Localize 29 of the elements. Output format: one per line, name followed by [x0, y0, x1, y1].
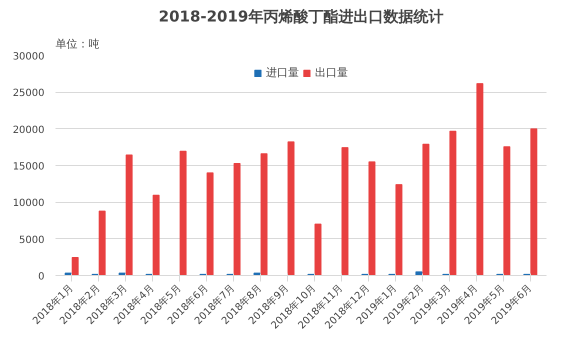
bar [314, 224, 322, 276]
bar [98, 210, 106, 276]
y-axis-title: 单位：吨 [56, 38, 100, 50]
bar [126, 154, 133, 276]
y-tick-label: 25000 [12, 88, 44, 100]
y-tick-label: 20000 [12, 124, 44, 136]
bar [260, 153, 268, 276]
y-tick-label: 15000 [12, 162, 44, 172]
bar [206, 172, 214, 276]
bar [503, 146, 510, 276]
chart-title: 2018-2019年丙烯酸丁酯进出口数据统计 [158, 8, 444, 26]
bar [422, 144, 430, 276]
y-tick-label: 10000 [12, 198, 44, 210]
bar [368, 161, 376, 276]
legend-label: 进口量 [266, 65, 299, 80]
bar [152, 194, 160, 276]
legend-label: 出口量 [315, 65, 348, 80]
bar [530, 128, 538, 276]
bar [395, 184, 402, 276]
bar [180, 150, 187, 276]
bar [234, 162, 241, 276]
bar [449, 130, 456, 276]
bar [288, 141, 294, 276]
y-tick-label: 0 [38, 272, 45, 282]
bar [476, 83, 484, 276]
y-tick-label: 5000 [19, 234, 45, 246]
bar [342, 147, 348, 276]
bar [72, 257, 79, 276]
y-tick-label: 30000 [12, 52, 44, 62]
